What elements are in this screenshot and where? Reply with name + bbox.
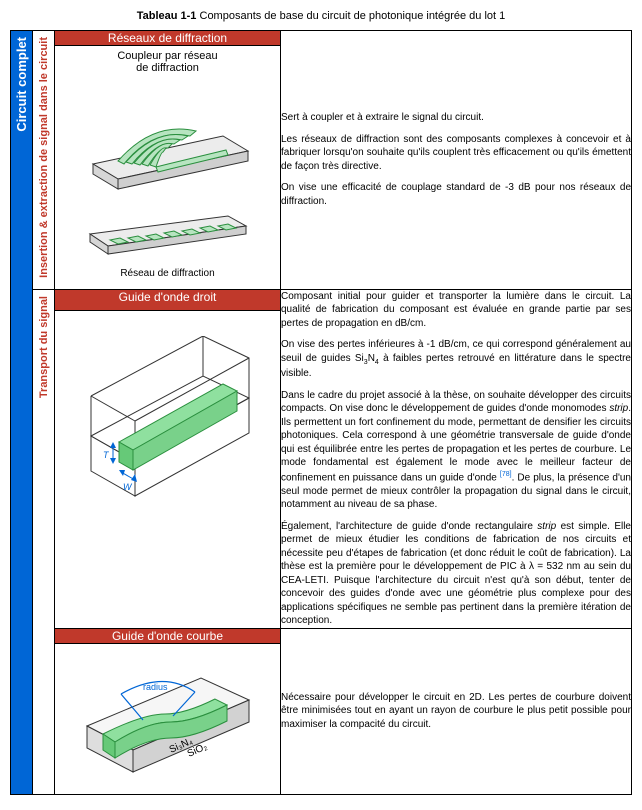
label-W: W [123,482,133,492]
row1-side-label: Insertion & extraction de signal dans le… [36,31,52,284]
label-radius: radius [143,682,168,692]
row1-side-bar: Insertion & extraction de signal dans le… [33,31,55,290]
label-T: T [103,450,110,460]
caption-prefix: Tableau 1-1 [137,10,197,22]
straight-waveguide-svg: T W [73,336,263,506]
row2b-header: Guide d'onde courbe [55,628,281,643]
row1-p1: Sert à coupler et à extraire le signal d… [281,111,631,125]
row2b-desc: Nécessaire pour développer le circuit en… [281,628,632,794]
row2b-diagram: radius Si₃N₄ SiO₂ [55,643,281,794]
row2a-desc: Composant initial pour guider et transpo… [281,289,632,628]
grating-coupler-svg [78,76,258,206]
table-caption: Tableau 1-1 Composants de base du circui… [10,10,632,22]
curved-waveguide-svg: radius Si₃N₄ SiO₂ [73,654,263,784]
circuit-complet-bar: Circuit complet [11,31,33,795]
row2a-diagram: T W [55,311,281,628]
row2-side-bar: Transport du signal [33,289,55,794]
row1-diag-cap1: Coupleur par réseau de diffraction [55,46,280,76]
row1-desc: Sert à coupler et à extraire le signal d… [281,31,632,290]
row2-side-label: Transport du signal [36,290,52,404]
components-table: Circuit complet Insertion & extraction d… [10,30,632,795]
grating-bar-svg [78,206,258,266]
row1-p2: Les réseaux de diffraction sont des comp… [281,133,631,174]
circuit-complet-label: Circuit complet [12,31,31,138]
row2a-header: Guide d'onde droit [55,289,281,311]
row2b-p: Nécessaire pour développer le circuit en… [281,691,631,732]
row1-diag-bottom: Réseau de diffraction [55,266,280,285]
row1-diagram: Coupleur par réseau de diffraction [55,46,281,290]
row1-p3: On vise une efficacité de couplage stand… [281,181,631,208]
row1-header: Réseaux de diffraction [55,31,281,46]
caption-text: Composants de base du circuit de photoni… [200,10,506,22]
